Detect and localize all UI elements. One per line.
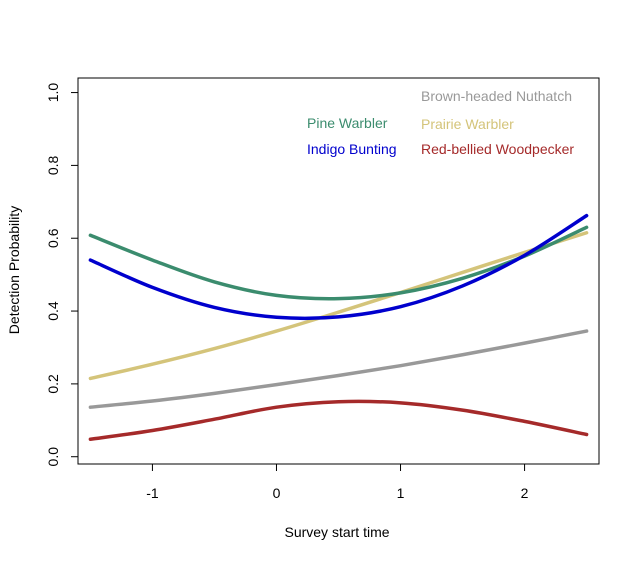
plot-frame bbox=[77, 77, 600, 465]
x-tick-label: 1 bbox=[397, 485, 405, 501]
legend-label-prairie-warbler: Prairie Warbler bbox=[421, 116, 514, 132]
series-line-red-bellied-woodpecker bbox=[88, 399, 589, 441]
series-line-indigo-bunting bbox=[88, 213, 589, 321]
legend-label-red-bellied-woodpecker: Red-bellied Woodpecker bbox=[421, 141, 574, 157]
legend-label-indigo-bunting: Indigo Bunting bbox=[307, 141, 397, 157]
x-tick-label: 0 bbox=[273, 485, 281, 501]
x-axis: -1 0 1 2 bbox=[146, 463, 529, 501]
y-tick-label: 0.0 bbox=[45, 447, 61, 467]
y-tick-label: 0.8 bbox=[45, 155, 61, 175]
y-tick-label: 0.6 bbox=[45, 228, 61, 248]
series-layer bbox=[88, 213, 589, 441]
legend-label-brown-headed-nuthatch: Brown-headed Nuthatch bbox=[421, 88, 572, 104]
x-axis-title: Survey start time bbox=[284, 524, 389, 540]
x-tick-label: -1 bbox=[146, 485, 159, 501]
y-tick-label: 0.2 bbox=[45, 374, 61, 394]
y-tick-label: 0.4 bbox=[45, 301, 61, 321]
y-axis: 0.0 0.2 0.4 0.6 0.8 1.0 bbox=[45, 83, 79, 467]
series-line-brown-headed-nuthatch bbox=[88, 329, 589, 409]
x-tick-label: 2 bbox=[521, 485, 529, 501]
series-line-prairie-warbler bbox=[88, 231, 589, 381]
y-tick-label: 1.0 bbox=[45, 83, 61, 103]
legend-label-pine-warbler: Pine Warbler bbox=[307, 115, 388, 131]
legend: Brown-headed Nuthatch Prairie Warbler Pine… bbox=[307, 88, 574, 157]
y-axis-title: Detection Probability bbox=[6, 206, 22, 334]
